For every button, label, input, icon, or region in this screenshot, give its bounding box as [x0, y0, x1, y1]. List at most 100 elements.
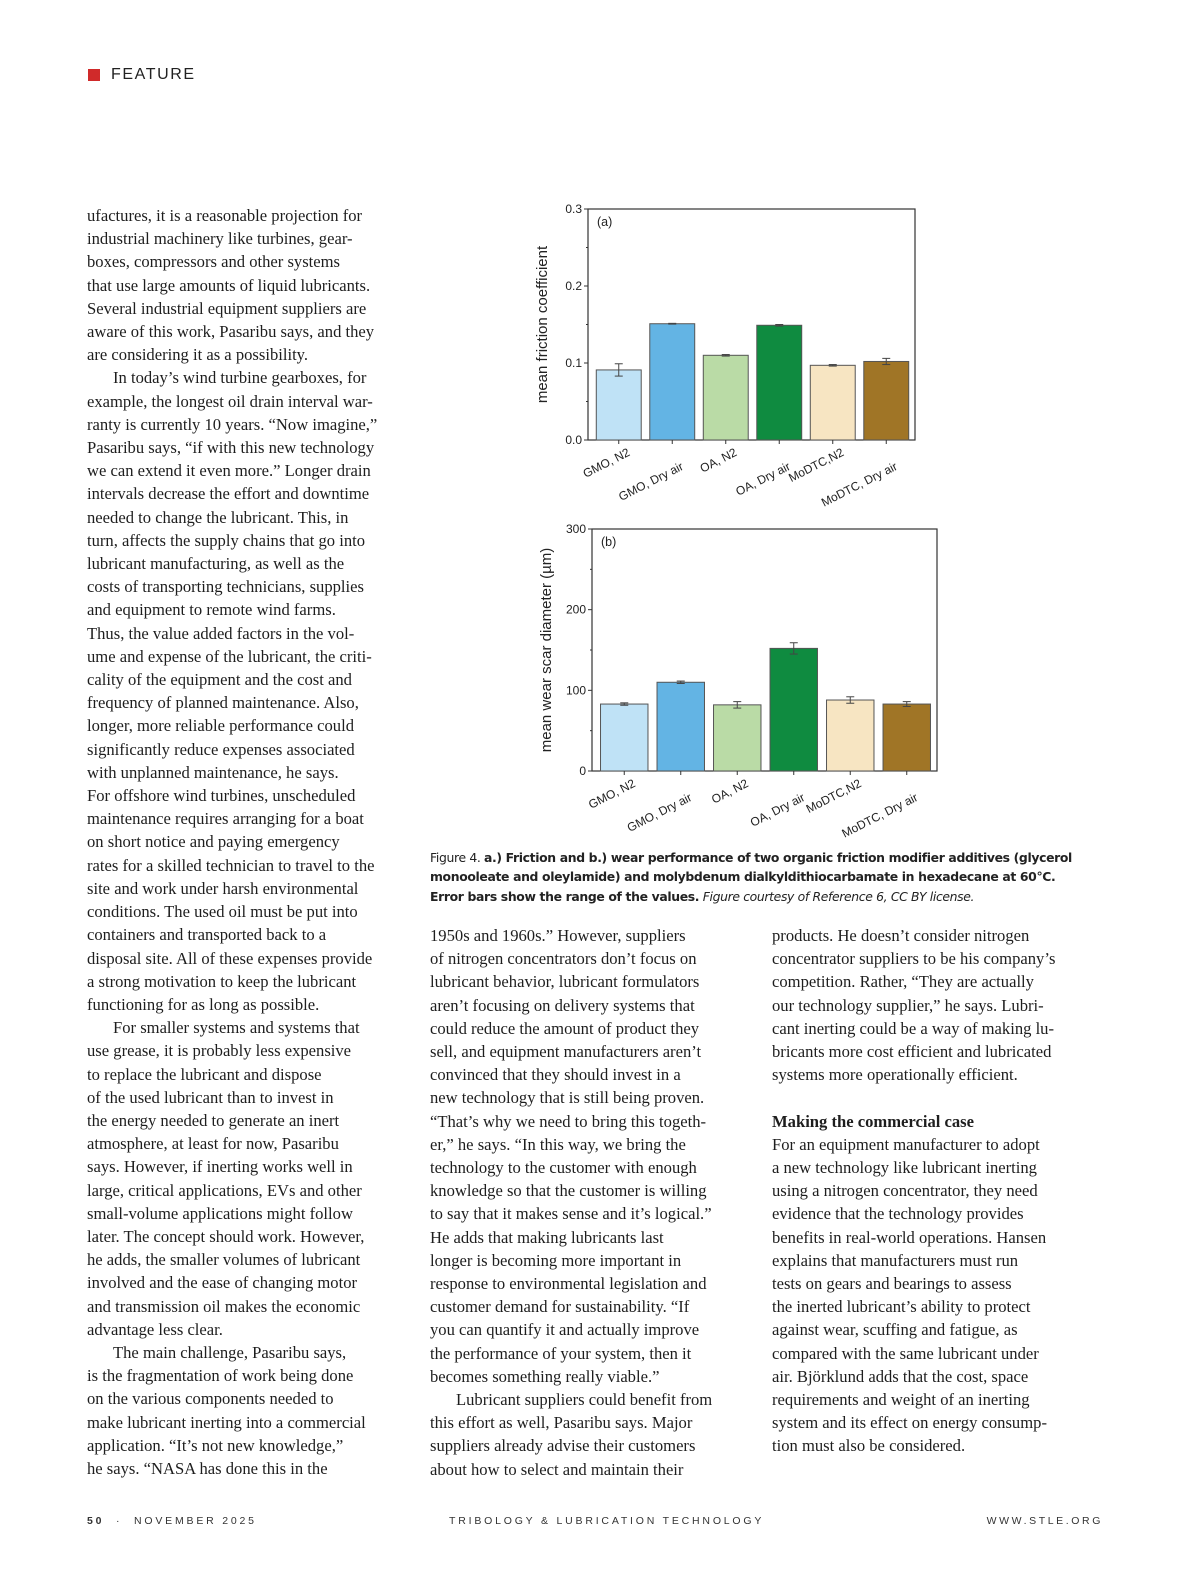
spacer	[772, 1086, 1055, 1109]
text-line: intervals decrease the effort and downti…	[87, 484, 370, 504]
footer-separator: ·	[116, 1515, 123, 1527]
bar	[595, 369, 642, 441]
text-line: using a nitrogen concentrator, they need	[772, 1181, 1038, 1201]
text-line: of the used lubricant than to invest in	[87, 1087, 334, 1107]
x-tick-label: GMO, N2	[581, 445, 633, 481]
text-line: you can quantify it and actually improve	[430, 1320, 700, 1340]
y-tick-label: 0.3	[565, 202, 582, 216]
text-line: on short notice and paying emergency	[87, 832, 340, 852]
text-line: concentrator suppliers to be his company…	[772, 949, 1056, 969]
text-line: For smaller systems and systems that	[113, 1018, 360, 1038]
text-line: of nitrogen concentrators don’t focus on	[430, 949, 697, 969]
text-line: the performance of your system, then it	[430, 1343, 692, 1363]
issue-date: NOVEMBER 2025	[134, 1515, 257, 1527]
text-line: we can extend it even more.” Longer drai…	[87, 461, 371, 481]
figure-caption: Figure 4. a.) Friction and b.) wear perf…	[430, 848, 1080, 906]
text-line: is the fragmentation of work being done	[87, 1366, 354, 1386]
text-line: cality of the equipment and the cost and	[87, 670, 352, 690]
text-line: make lubricant inerting into a commercia…	[87, 1412, 366, 1432]
text-line: and transmission oil makes the economic	[87, 1296, 361, 1316]
text-line: “That’s why we need to bring this togeth…	[430, 1111, 707, 1131]
text-line: response to environmental legislation an…	[430, 1274, 707, 1294]
y-axis-label: mean friction coefficient	[534, 245, 551, 403]
x-tick-label: MoDTC,N2	[804, 776, 864, 816]
text-line: example, the longest oil drain interval …	[87, 391, 373, 411]
page-number: 50	[87, 1515, 105, 1527]
x-tick-label: OA, Dry air	[733, 459, 792, 498]
footer-issue: 50 · NOVEMBER 2025	[87, 1515, 257, 1527]
text-line: the energy needed to generate an inert	[87, 1110, 340, 1130]
text-line: Lubricant suppliers could benefit from	[456, 1390, 713, 1410]
text-line: atmosphere, at least for now, Pasaribu	[87, 1134, 339, 1154]
text-line: use grease, it is probably less expensiv…	[87, 1041, 352, 1061]
website-link[interactable]: WWW.STLE.ORG	[986, 1515, 1103, 1527]
panel-label: (b)	[601, 535, 616, 549]
text-line: air. Björklund adds that the cost, space	[772, 1366, 1029, 1386]
text-line: Several industrial equipment suppliers a…	[87, 298, 367, 318]
text-line: er,” he says. “In this way, we bring the	[430, 1134, 686, 1154]
text-line: 1950s and 1960s.” However, suppliers	[430, 926, 686, 945]
y-tick-label: 300	[566, 522, 586, 536]
caption-credit: Figure courtesy of Reference 6, CC BY li…	[699, 888, 975, 904]
text-line: tion must also be considered.	[772, 1436, 966, 1456]
caption-description: a.) Friction and b.) wear performance of…	[430, 850, 1072, 904]
article-column-2: 1950s and 1960s.” However, suppliers of n…	[430, 924, 712, 1481]
text-line: industrial machinery like turbines, gear…	[87, 229, 353, 249]
text-line: he says. “NASA has done this in the	[87, 1458, 328, 1478]
x-tick-label: GMO, Dry air	[625, 790, 694, 835]
caption-label: Figure 4.	[430, 850, 485, 865]
text-line: site and work under harsh environmental	[87, 878, 359, 898]
bar	[702, 354, 749, 441]
y-tick-label: 0	[579, 764, 586, 778]
text-line: the inerted lubricant’s ability to prote…	[772, 1297, 1031, 1317]
text-line: on the various components needed to	[87, 1389, 334, 1409]
text-line: aren’t focusing on delivery systems that	[430, 995, 695, 1015]
text-line: a new technology like lubricant inerting	[772, 1158, 1037, 1178]
y-tick-label: 200	[566, 603, 586, 617]
text-line: lubricant manufacturing, as well as the	[87, 554, 345, 574]
bar	[809, 364, 856, 441]
bar	[756, 324, 803, 441]
friction-chart: 0.0 0.1 0.2 0.3 mean friction coefficient (a)…	[534, 202, 916, 510]
text-line: Thus, the value added factors in the vol…	[87, 623, 355, 643]
text-line: this effort as well, Pasaribu says. Majo…	[430, 1413, 693, 1433]
text-line: systems more operationally efficient.	[772, 1065, 1018, 1085]
x-tick-label: MoDTC, Dry air	[819, 459, 900, 509]
text-line: turn, affects the supply chains that go …	[87, 530, 366, 550]
text-line: For offshore wind turbines, unscheduled	[87, 786, 356, 806]
text-line: to replace the lubricant and dispose	[87, 1064, 322, 1084]
text-line: he adds, the smaller volumes of lubrican…	[87, 1250, 361, 1270]
text-line: sell, and equipment manufacturers aren’t	[430, 1042, 702, 1062]
text-line: In today’s wind turbine gearboxes, for	[113, 368, 367, 388]
text-line: tests on gears and bearings to assess	[772, 1274, 1012, 1294]
text-line: later. The concept should work. However,	[87, 1226, 365, 1246]
x-tick-label: OA, Dry air	[748, 790, 807, 829]
text-line: maintenance requires arranging for a boa…	[87, 809, 364, 829]
text-line: says. However, if inerting works well in	[87, 1157, 353, 1177]
text-line: needed to change the lubricant. This, in	[87, 507, 349, 527]
text-line: large, critical applications, EVs and ot…	[87, 1180, 362, 1200]
text-line: longer, more reliable performance could	[87, 716, 355, 736]
text-line: Pasaribu says, “if with this new technol…	[87, 438, 375, 458]
text-line: to say that it makes sense and it’s logi…	[430, 1204, 712, 1224]
text-line: small-volume applications might follow	[87, 1203, 353, 1223]
bar	[863, 360, 910, 441]
text-line: convinced that they should invest in a	[430, 1065, 681, 1085]
text-line: ufactures, it is a reasonable projection…	[87, 206, 363, 225]
text-line: ume and expense of the lubricant, the cr…	[87, 646, 372, 666]
section-label: FEATURE	[111, 66, 196, 83]
text-line: aware of this work, Pasaribu says, and t…	[87, 322, 375, 342]
text-line: becomes something really viable.”	[430, 1366, 660, 1386]
text-line: The main challenge, Pasaribu says,	[113, 1342, 347, 1362]
text-line: benefits in real-world operations. Hanse…	[772, 1227, 1047, 1247]
text-line: with unplanned maintenance, he says.	[87, 762, 339, 782]
x-tick-label: MoDTC, Dry air	[839, 790, 920, 840]
text-line: system and its effect on energy consump-	[772, 1413, 1047, 1433]
text-line: bricants more cost efficient and lubrica…	[772, 1042, 1052, 1062]
text-line: containers and transported back to a	[87, 925, 327, 945]
y-tick-label: 0.2	[565, 279, 582, 293]
text-line: products. He doesn’t consider nitrogen	[772, 926, 1030, 945]
text-line: explains that manufacturers must run	[772, 1250, 1019, 1270]
bar	[769, 647, 818, 772]
x-tick-label: GMO, Dry air	[616, 459, 685, 504]
